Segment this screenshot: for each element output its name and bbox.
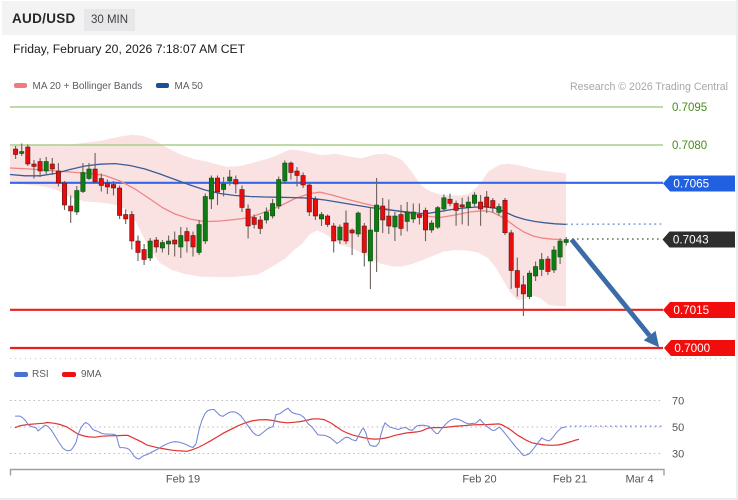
svg-text:Mar 4: Mar 4 xyxy=(625,474,653,486)
svg-text:Feb 21: Feb 21 xyxy=(553,474,587,486)
svg-text:0.7065: 0.7065 xyxy=(673,178,709,191)
svg-text:0.7043: 0.7043 xyxy=(673,234,709,247)
svg-text:0.7080: 0.7080 xyxy=(672,140,707,152)
svg-text:0.7000: 0.7000 xyxy=(674,342,710,355)
svg-text:Feb 20: Feb 20 xyxy=(462,474,496,486)
svg-text:30: 30 xyxy=(672,449,684,461)
svg-text:Feb 19: Feb 19 xyxy=(166,474,200,486)
svg-text:50: 50 xyxy=(672,422,684,434)
svg-text:0.7095: 0.7095 xyxy=(672,102,707,114)
svg-text:0.7015: 0.7015 xyxy=(673,304,709,317)
svg-text:70: 70 xyxy=(672,396,684,408)
